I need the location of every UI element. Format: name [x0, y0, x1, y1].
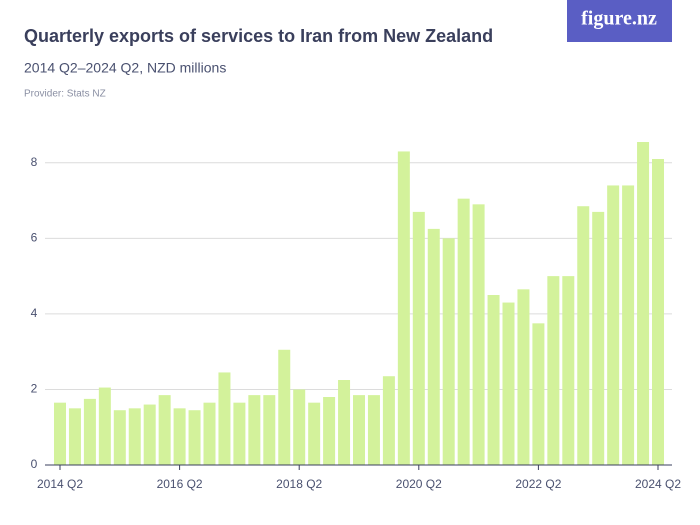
chart-title: Quarterly exports of services to Iran fr…: [24, 26, 493, 46]
y-tick-label: 2: [31, 382, 38, 396]
bar: [427, 228, 440, 465]
y-tick-label: 4: [31, 306, 38, 320]
bar: [397, 151, 410, 465]
bar: [218, 372, 231, 465]
bar: [622, 185, 635, 465]
bar: [293, 389, 306, 465]
bar: [517, 289, 530, 465]
bar: [577, 206, 590, 465]
bar: [248, 395, 261, 465]
bar: [308, 402, 321, 465]
bar: [547, 276, 560, 465]
logo-box[interactable]: [567, 0, 672, 42]
bar: [203, 402, 216, 465]
bar: [158, 395, 171, 465]
bar: [607, 185, 620, 465]
bar: [502, 302, 515, 465]
x-tick-label: 2020 Q2: [396, 477, 442, 491]
bar: [173, 408, 186, 465]
bar: [532, 323, 545, 465]
source: Provider: Stats NZ: [24, 89, 106, 100]
bar: [353, 395, 365, 465]
bar: [338, 380, 351, 465]
bar: [128, 408, 141, 465]
bar: [113, 410, 126, 465]
bar: [382, 376, 395, 465]
bar: [278, 349, 291, 465]
logo[interactable]: figure.nz: [581, 8, 657, 30]
bar: [637, 142, 650, 465]
bar: [54, 402, 66, 465]
bar: [367, 395, 380, 465]
bar: [233, 402, 246, 465]
y-tick-label: 8: [31, 155, 38, 169]
bar: [562, 276, 575, 465]
x-tick-label: 2016 Q2: [157, 477, 203, 491]
bar: [263, 395, 276, 465]
x-tick-label: 2022 Q2: [515, 477, 561, 491]
bar: [442, 238, 455, 465]
bar: [652, 159, 664, 465]
bar: [412, 211, 425, 465]
bar: [68, 408, 81, 465]
chart-subtitle: 2014 Q2–2024 Q2, NZD millions: [24, 60, 226, 76]
bar: [323, 397, 336, 465]
bar: [487, 295, 500, 465]
bar: [143, 404, 156, 465]
y-tick-label: 0: [31, 457, 38, 471]
bar: [188, 410, 201, 465]
x-tick-label: 2018 Q2: [276, 477, 322, 491]
bar: [592, 211, 605, 465]
bar: [472, 204, 485, 466]
x-tick-label: 2014 Q2: [37, 477, 83, 491]
bar: [83, 398, 96, 465]
bar: [457, 198, 470, 465]
x-tick-label: 2024 Q2: [635, 477, 681, 491]
y-tick-label: 6: [31, 231, 38, 245]
bar: [98, 387, 111, 465]
